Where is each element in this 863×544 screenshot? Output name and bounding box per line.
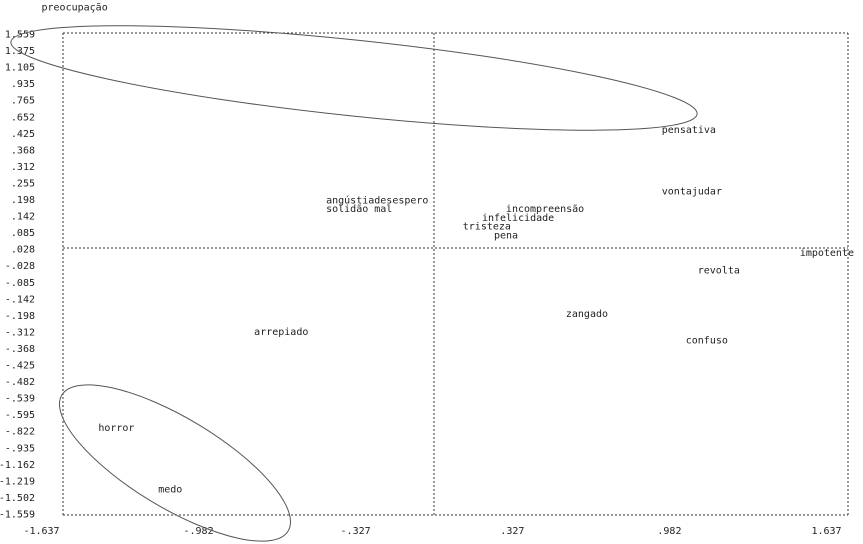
- y-tick-label: .085: [11, 228, 35, 239]
- ellipse-annotation-top: [10, 25, 698, 131]
- y-tick-label: 1.105: [5, 63, 35, 74]
- y-tick-label: -.425: [5, 361, 35, 372]
- y-tick-label: -1.502: [0, 493, 35, 504]
- word-point-label: arrepiado: [254, 327, 308, 338]
- word-point-label: medo: [158, 485, 182, 496]
- y-tick-label: -.539: [5, 394, 35, 405]
- word-point-label: pena: [494, 230, 518, 241]
- y-tick-label: -.085: [5, 278, 35, 289]
- word-point-label: incompreensão: [506, 204, 584, 215]
- y-tick-label: .368: [11, 145, 35, 156]
- x-axis-ticks: -1.637 -.982 -.327 .327 .982 1.637: [23, 526, 841, 537]
- y-tick-label: -.935: [5, 443, 35, 454]
- y-tick-label: -.368: [5, 344, 35, 355]
- y-tick-label: -.198: [5, 311, 35, 322]
- ellipse-annotations: [10, 25, 698, 542]
- x-tick-label: -1.637: [23, 526, 59, 537]
- y-tick-label: .198: [11, 195, 35, 206]
- y-tick-label: -.822: [5, 427, 35, 438]
- y-tick-label: -.142: [5, 294, 35, 305]
- word-point-label: infelicidade: [482, 213, 554, 224]
- word-point-label: vontajudar: [662, 187, 722, 198]
- plot-frame: [62, 32, 849, 516]
- x-tick-label: -.982: [183, 526, 213, 537]
- x-tick-label: .327: [500, 526, 524, 537]
- word-point-label: solidão mal: [326, 204, 392, 215]
- word-point-label: preocupação: [42, 3, 108, 14]
- y-tick-label: .765: [11, 96, 35, 107]
- x-tick-label: -.327: [341, 526, 371, 537]
- word-point-label: impotente: [800, 248, 854, 259]
- y-tick-label: .652: [11, 112, 35, 123]
- y-tick-label: -1.559: [0, 510, 35, 521]
- y-tick-label: .312: [11, 162, 35, 173]
- y-tick-label: .028: [11, 245, 35, 256]
- y-tick-label: .142: [11, 212, 35, 223]
- word-point-label: angústiadesespero: [326, 194, 428, 206]
- y-axis-ticks: 1.5591.3751.105.935.765.652.425.368.312.…: [0, 30, 35, 521]
- ellipse-annotation-bottom: [59, 384, 291, 542]
- word-point-label: confuso: [686, 335, 728, 346]
- x-tick-label: 1.637: [811, 526, 841, 537]
- y-tick-label: .255: [11, 178, 35, 189]
- y-tick-label: .425: [11, 129, 35, 140]
- y-tick-label: -1.219: [0, 476, 35, 487]
- y-tick-label: -1.162: [0, 460, 35, 471]
- word-point-label: pensativa: [662, 125, 716, 136]
- word-point-label: tristeza: [463, 222, 511, 233]
- y-tick-label: -.482: [5, 377, 35, 388]
- data-labels: preocupação pensativa vontajudar angústiade…: [42, 3, 855, 496]
- word-point-label: zangado: [566, 309, 608, 320]
- y-tick-label: .935: [11, 79, 35, 90]
- y-tick-label: -.312: [5, 327, 35, 338]
- y-tick-label: -.028: [5, 261, 35, 272]
- x-tick-label: .982: [657, 526, 681, 537]
- word-point-label: revolta: [698, 265, 740, 276]
- word-point-label: horror: [98, 423, 134, 434]
- y-tick-label: -.595: [5, 410, 35, 421]
